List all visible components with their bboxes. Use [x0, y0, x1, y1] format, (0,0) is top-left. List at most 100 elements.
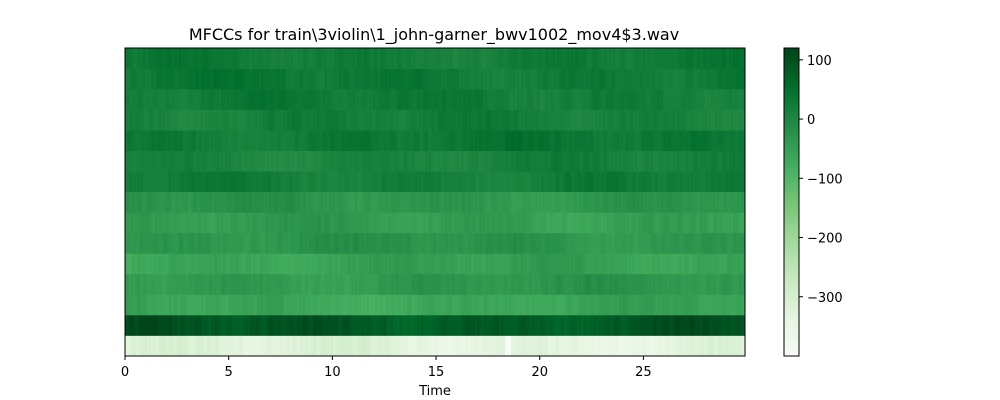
heatmap-cell	[545, 212, 548, 234]
heatmap-cell	[597, 335, 600, 357]
heatmap-cell	[145, 294, 148, 316]
heatmap-cell	[169, 212, 172, 234]
heatmap-cell	[317, 89, 320, 110]
heatmap-cell	[439, 314, 442, 336]
heatmap-cell	[253, 212, 256, 234]
heatmap-cell	[411, 314, 414, 336]
heatmap-cell	[695, 171, 698, 193]
heatmap-cell	[277, 314, 280, 336]
heatmap-cell	[565, 109, 568, 131]
heatmap-cell	[505, 294, 508, 316]
heatmap-cell	[461, 212, 464, 234]
heatmap-cell	[601, 89, 604, 110]
heatmap-cell	[359, 191, 362, 213]
heatmap-cell	[585, 335, 588, 357]
heatmap-cell	[157, 191, 160, 213]
heatmap-cell	[491, 109, 494, 131]
heatmap-cell	[725, 68, 728, 90]
heatmap-cell	[511, 294, 514, 316]
heatmap-cell	[293, 294, 296, 316]
heatmap-cell	[585, 150, 588, 172]
heatmap-cell	[693, 48, 696, 69]
heatmap-cell	[359, 89, 362, 110]
heatmap-cell	[685, 130, 688, 152]
heatmap-cell	[199, 191, 202, 213]
heatmap-cell	[137, 89, 140, 110]
heatmap-cell	[249, 335, 252, 357]
heatmap-cell	[427, 89, 430, 110]
heatmap-cell	[245, 294, 248, 316]
heatmap-cell	[605, 48, 608, 69]
heatmap-cell	[713, 273, 716, 295]
heatmap-cell	[595, 89, 598, 110]
heatmap-cell	[705, 314, 708, 336]
heatmap-cell	[615, 68, 618, 90]
heatmap-cell	[171, 191, 174, 213]
heatmap-cell	[743, 335, 746, 357]
heatmap-cell	[259, 150, 262, 172]
heatmap-cell	[733, 212, 736, 234]
heatmap-cell	[739, 68, 742, 90]
heatmap-cell	[709, 68, 712, 90]
heatmap-cell	[487, 253, 490, 275]
heatmap-cell	[637, 171, 640, 193]
heatmap-cell	[341, 68, 344, 90]
heatmap-cell	[633, 314, 636, 336]
heatmap-cell	[325, 191, 328, 213]
heatmap-cell	[647, 109, 650, 131]
heatmap-cell	[519, 171, 522, 193]
heatmap-cell	[655, 150, 658, 172]
heatmap-cell	[697, 294, 700, 316]
heatmap-cell	[227, 130, 230, 152]
heatmap-cell	[565, 191, 568, 213]
heatmap-cell	[643, 294, 646, 316]
heatmap-cell	[141, 68, 144, 90]
heatmap-cell	[265, 273, 268, 295]
heatmap-cell	[275, 48, 278, 69]
heatmap-cell	[355, 130, 358, 152]
heatmap-cell	[671, 253, 674, 275]
heatmap-cell	[735, 130, 738, 152]
heatmap-cell	[315, 191, 318, 213]
heatmap-cell	[463, 150, 466, 172]
heatmap-cell	[485, 150, 488, 172]
heatmap-cell	[557, 294, 560, 316]
heatmap-cell	[737, 150, 740, 172]
heatmap-cell	[405, 232, 408, 254]
heatmap-cell	[301, 48, 304, 69]
heatmap-cell	[371, 314, 374, 336]
heatmap-cell	[687, 191, 690, 213]
heatmap-cell	[541, 314, 544, 336]
heatmap-cell	[579, 314, 582, 336]
heatmap-cell	[445, 109, 448, 131]
heatmap-cell	[445, 171, 448, 193]
heatmap-cell	[129, 294, 132, 316]
heatmap-cell	[683, 150, 686, 172]
heatmap-cell	[309, 212, 312, 234]
heatmap-cell	[419, 68, 422, 90]
heatmap-cell	[495, 294, 498, 316]
heatmap-cell	[589, 130, 592, 152]
heatmap-cell	[425, 48, 428, 69]
heatmap-cell	[155, 191, 158, 213]
heatmap-cell	[739, 48, 742, 69]
heatmap-cell	[231, 130, 234, 152]
heatmap-cell	[511, 212, 514, 234]
heatmap-cell	[543, 335, 546, 357]
heatmap-cell	[207, 171, 210, 193]
heatmap-cell	[473, 130, 476, 152]
heatmap-cell	[659, 89, 662, 110]
heatmap-cell	[249, 294, 252, 316]
heatmap-cell	[261, 89, 264, 110]
heatmap-cell	[145, 48, 148, 69]
heatmap-cell	[623, 48, 626, 69]
heatmap-cell	[215, 294, 218, 316]
heatmap-cell	[661, 212, 664, 234]
heatmap-cell	[573, 130, 576, 152]
heatmap-cell	[399, 109, 402, 131]
heatmap-cell	[731, 253, 734, 275]
heatmap-cell	[155, 48, 158, 69]
heatmap-cell	[443, 335, 446, 357]
heatmap-cell	[367, 294, 370, 316]
heatmap-cell	[505, 130, 508, 152]
